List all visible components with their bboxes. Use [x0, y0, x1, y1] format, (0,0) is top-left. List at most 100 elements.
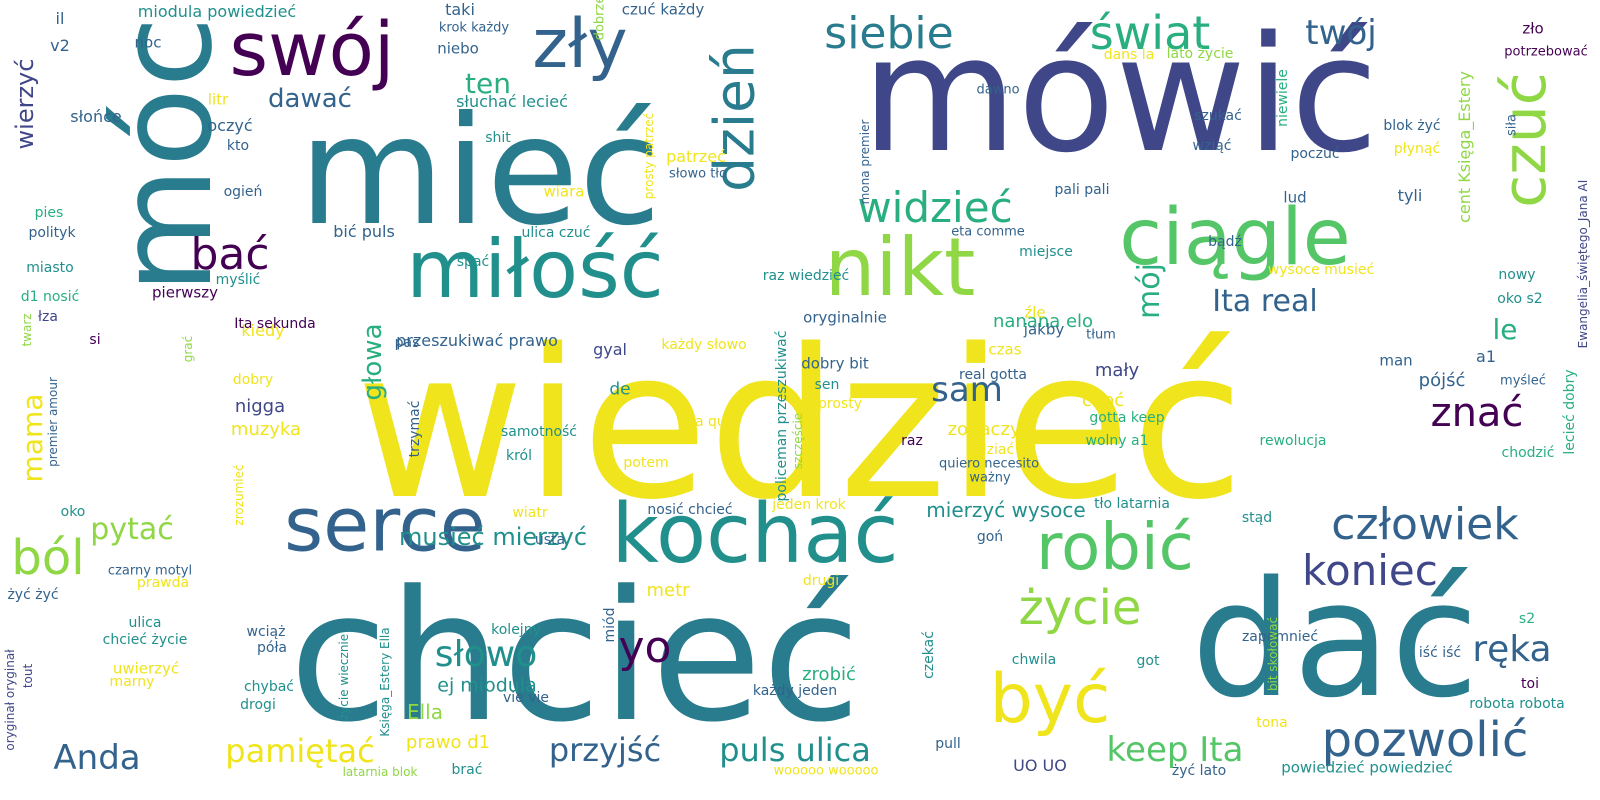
word: póła — [256, 640, 288, 656]
word: słowo tło — [669, 166, 727, 182]
word: ręka — [1472, 629, 1552, 670]
word: dawno — [976, 82, 1020, 98]
word: pójść — [1418, 370, 1466, 391]
word: dawać — [268, 84, 352, 114]
word: miejsce — [1019, 244, 1073, 260]
word: myśleć — [1500, 373, 1546, 389]
word: źle — [1024, 303, 1046, 322]
word: czekać — [921, 631, 937, 679]
word: bać — [190, 229, 270, 280]
word: nowy — [1498, 267, 1536, 283]
word: kolejny — [491, 622, 541, 638]
word: pas — [394, 335, 420, 351]
word: real gotta — [959, 367, 1027, 383]
word: mówić — [861, 1, 1379, 188]
word: widzieć — [857, 183, 1013, 232]
word: taki — [445, 0, 475, 19]
word: latarnia blok — [342, 765, 418, 779]
word: gyal — [593, 340, 627, 359]
word: le — [1492, 313, 1518, 346]
word: man — [1379, 351, 1413, 370]
word: wziąć — [1192, 138, 1232, 154]
word: wiara — [543, 182, 585, 201]
word: mieć — [298, 85, 662, 259]
word: policeman przeszukiwać — [774, 330, 790, 502]
word: patrzeć — [666, 147, 726, 166]
word: król — [505, 448, 533, 464]
word: zobaczyć — [947, 419, 1031, 440]
word: usta — [534, 532, 566, 548]
word: potrzebować — [1504, 44, 1588, 60]
word: eta comme — [951, 224, 1025, 240]
word: człowiek — [1331, 499, 1519, 550]
word: ten — [465, 67, 511, 100]
word: chodzić — [1501, 445, 1555, 461]
word: zrozumieć — [232, 464, 246, 526]
word: dziać — [977, 442, 1015, 458]
word: shit — [485, 130, 511, 146]
word: chybać — [243, 679, 295, 695]
word: mierzyć wysoce — [926, 498, 1086, 522]
word: choć — [1081, 390, 1125, 411]
word: keep Ita — [1106, 730, 1244, 770]
word: miasto — [26, 260, 74, 276]
word: lecieć dobry — [1562, 369, 1578, 455]
word: mama — [16, 393, 49, 483]
word: spać — [456, 254, 490, 270]
word: lud — [1283, 188, 1307, 207]
word: v2 — [50, 36, 70, 55]
word: raz wiedzieć — [762, 268, 850, 284]
word: samotność — [501, 424, 577, 440]
word: życie — [1018, 580, 1142, 636]
word: dobrze — [592, 0, 608, 41]
word: ogień — [223, 184, 263, 200]
word: muzyka — [230, 419, 302, 440]
word: pies — [34, 205, 64, 221]
word: oko — [60, 504, 86, 520]
word: lato życie — [1166, 46, 1234, 62]
word: robić — [1036, 511, 1194, 585]
word: d1 nosić — [20, 289, 80, 305]
word: pierwszy — [152, 283, 218, 302]
word: oko s2 — [1497, 291, 1543, 307]
word: musieć mierzyć — [398, 523, 588, 551]
word: niewiele — [1275, 69, 1291, 127]
word: trzymać — [407, 400, 423, 458]
word: siła — [1504, 113, 1520, 137]
word: bit skołować — [1266, 616, 1280, 692]
word: czuć — [1490, 72, 1560, 208]
word: nosić chcieć — [647, 502, 733, 518]
word: dobry bit — [801, 354, 869, 373]
word: pamiętać — [225, 732, 375, 770]
word: poczuć — [1290, 146, 1340, 162]
word: wysoce musieć — [1267, 262, 1375, 278]
word: chcieć życie — [102, 632, 188, 648]
word: si — [89, 332, 101, 348]
word: swój — [229, 7, 395, 93]
word: blok żyć — [1383, 118, 1441, 134]
word: wolny a1 — [1085, 433, 1149, 449]
word: drogi — [240, 697, 276, 713]
word: żyć żyć — [7, 587, 59, 603]
word: oryginał oryginał — [3, 649, 17, 751]
word: quiero necesito — [938, 456, 1040, 472]
word: uwierzyć — [112, 659, 180, 678]
word: ej miodula — [437, 674, 537, 697]
word: krok każdy — [438, 20, 510, 36]
word: gotta keep — [1089, 410, 1165, 426]
word: myślić — [215, 272, 261, 288]
word: szczęście — [791, 412, 805, 470]
word: zapomnieć — [1241, 629, 1319, 645]
word: zło — [1522, 19, 1544, 38]
word: il — [55, 9, 65, 28]
word: grać — [181, 335, 195, 363]
word: każdy jeden — [752, 683, 838, 699]
word: ważny — [969, 470, 1011, 486]
word: Ewangelia_świętego_Jana AI — [1576, 179, 1590, 349]
word: yo — [618, 622, 672, 673]
word: powiedzieć powiedzieć — [1281, 758, 1453, 777]
word: być — [989, 660, 1111, 739]
word: mona premier — [858, 119, 872, 205]
word: mój — [1132, 263, 1167, 319]
word: nikt — [824, 221, 976, 314]
